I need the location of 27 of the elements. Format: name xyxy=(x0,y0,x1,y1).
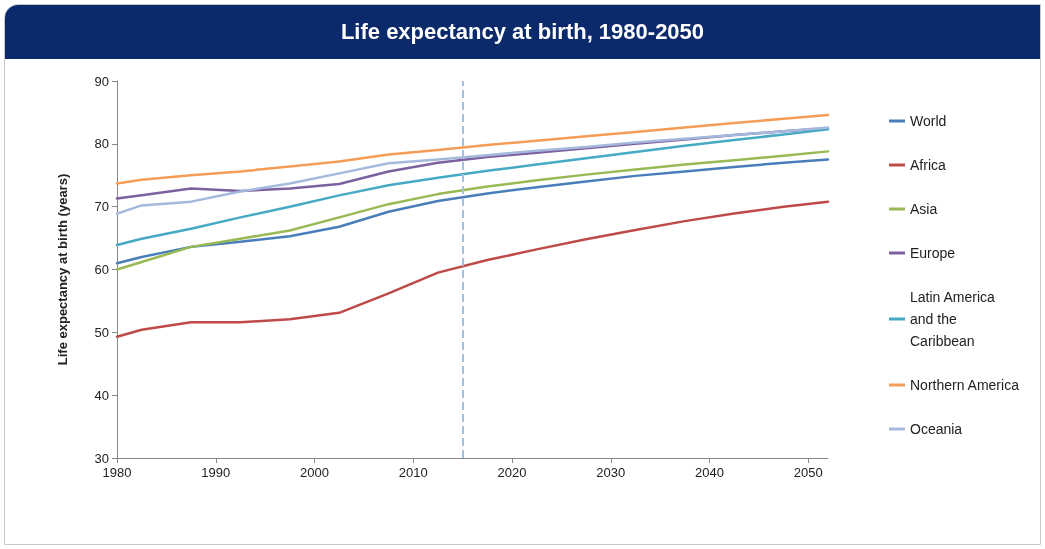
x-tick-label: 2010 xyxy=(398,465,428,480)
x-tick-label: 1980 xyxy=(102,465,132,480)
y-tick-label: 70 xyxy=(94,199,109,215)
y-tick-label: 40 xyxy=(94,387,109,403)
x-tick-label: 2030 xyxy=(596,465,626,480)
legend-label: Asia xyxy=(910,201,938,217)
legend-label: Northern America xyxy=(910,377,1020,393)
x-tick-label: 2040 xyxy=(695,465,724,480)
y-tick-label: 80 xyxy=(94,136,109,152)
y-tick-label: 60 xyxy=(94,262,109,277)
y-axis-title: Life expectancy at birth (years) xyxy=(55,173,70,366)
legend-label: World xyxy=(910,113,947,129)
chart-title: Life expectancy at birth, 1980-2050 xyxy=(5,5,1040,59)
x-tick-label: 1990 xyxy=(201,465,231,480)
y-tick-label: 30 xyxy=(94,450,109,466)
line-series xyxy=(115,128,830,247)
x-tick-label: 2000 xyxy=(300,465,329,480)
x-tick-label: 2050 xyxy=(793,465,823,480)
legend-label: Europe xyxy=(910,245,956,261)
legend-label: Oceania xyxy=(910,421,963,437)
y-tick-label: 50 xyxy=(94,324,109,340)
y-tick-label: 90 xyxy=(94,73,109,89)
line-series xyxy=(115,200,830,338)
line-series xyxy=(115,113,830,185)
x-tick-label: 2020 xyxy=(497,465,527,480)
legend-label: Latin America and the Caribbean xyxy=(910,289,999,349)
legend-label: Africa xyxy=(910,157,946,173)
